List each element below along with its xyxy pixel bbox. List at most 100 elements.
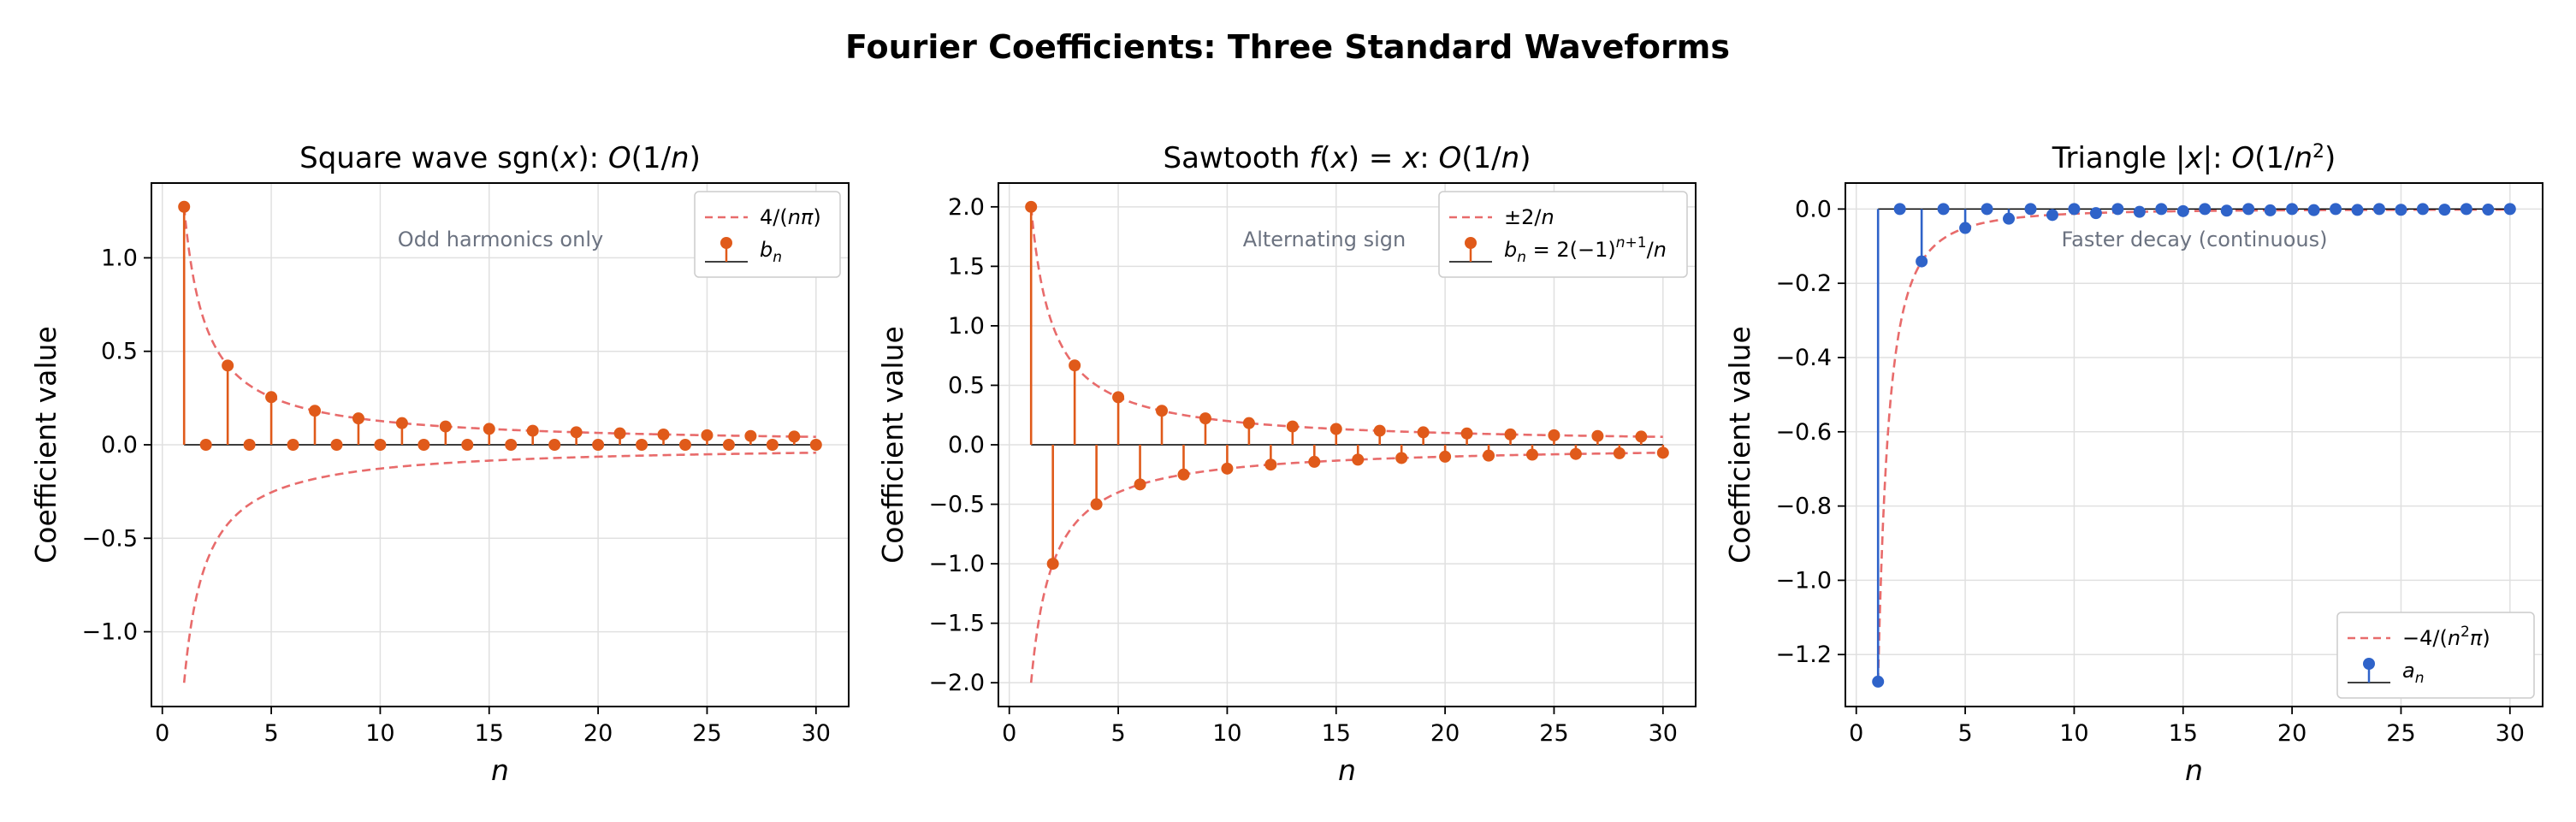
x-tick-label: 15 [1322, 720, 1351, 747]
stem-marker [1156, 405, 1169, 417]
y-tick-label: 0.0 [101, 432, 138, 458]
stem-marker [2482, 204, 2495, 216]
x-tick-label: 5 [1957, 720, 1972, 747]
stem-marker [2046, 209, 2058, 222]
x-tick-label: 15 [475, 720, 504, 747]
stem-marker [1395, 452, 1408, 464]
stem-marker [1199, 412, 1211, 425]
y-tick-label: 0.0 [948, 432, 985, 458]
stem-marker [2220, 204, 2233, 217]
stem-marker [2330, 203, 2342, 216]
annotation: Alternating sign [1243, 228, 1406, 251]
stem-marker [1893, 203, 1906, 216]
y-tick-label: 0.5 [101, 339, 138, 365]
x-tick-label: 30 [1649, 720, 1678, 747]
stem-marker [636, 439, 648, 451]
stem-marker [2024, 203, 2037, 216]
stem-marker [2089, 207, 2102, 220]
legend-stem-marker [1465, 237, 1477, 249]
chart-sawtooth: 0 5 10 15 20 25 30 −2.0 −1.5 −1.0 −0.5 0.0 0.5 1.0 1.5… [876, 141, 1697, 787]
y-tick-label: 1.0 [101, 245, 138, 271]
envelope-curve [1876, 208, 2510, 683]
stem-marker [1134, 478, 1146, 491]
stem-marker [330, 439, 343, 451]
stem-marker [1242, 417, 1255, 429]
stem-marker [178, 200, 191, 213]
stem-marker [657, 428, 670, 441]
stem-marker [592, 439, 605, 451]
stem-marker [395, 417, 408, 429]
legend-box [694, 191, 841, 278]
legend-envelope-label: −4/(n2π) [2402, 624, 2490, 650]
legend-stem-label: an [2402, 659, 2425, 687]
stem-marker [2111, 203, 2124, 216]
axes-frame [1845, 182, 2543, 707]
stem-marker [678, 439, 691, 451]
y-tick-label: −0.2 [1775, 270, 1832, 297]
stem-marker [1483, 449, 1495, 462]
stem-marker [1090, 498, 1103, 511]
stem-marker [1352, 453, 1365, 466]
stem-marker [2068, 203, 2081, 216]
stem-marker [788, 430, 801, 443]
stem-marker [766, 439, 779, 451]
chart-square-wave: 0 5 10 15 20 25 30 −1.0 −0.5 0.0 0.5 1.0 Square wav… [29, 141, 850, 787]
envelope-curve [1029, 451, 1663, 683]
stem-marker [744, 429, 757, 442]
stem-marker [222, 359, 234, 372]
stem-marker [2438, 204, 2451, 216]
x-tick-label: 10 [365, 720, 394, 747]
legend-box [1438, 191, 1688, 278]
envelope-curve [182, 451, 816, 683]
stem-marker [461, 439, 474, 451]
x-tick-label: 0 [1849, 720, 1863, 747]
x-tick-label: 20 [1430, 720, 1460, 747]
stem-marker [2351, 204, 2364, 216]
legend: ±2/n bn = 2(−1)n+1/n [1438, 191, 1688, 278]
annotation: Odd harmonics only [398, 228, 603, 251]
stem-marker [2395, 204, 2407, 216]
y-axis-label: Coefficient value [876, 326, 909, 564]
stem-marker [1569, 447, 1582, 460]
envelope-curves [1876, 208, 2510, 683]
stem-marker [1439, 450, 1452, 463]
annotation: Faster decay (continuous) [2062, 228, 2328, 251]
y-tick-label: −1.5 [928, 611, 985, 637]
stem-marker [1177, 468, 1190, 481]
stem-marker [1025, 200, 1038, 213]
x-axis-label: n [491, 754, 509, 787]
stem-marker [265, 391, 278, 404]
x-tick-label: 10 [1212, 720, 1241, 747]
chart-triangle: 0 5 10 15 20 25 30−1.2−1.0−0.8−0.6−0.4−0.20.0 … [1723, 141, 2543, 787]
x-tick-label: 0 [155, 720, 169, 747]
legend: 4/(nπ) bn [694, 191, 841, 278]
stem-marker [1069, 359, 1081, 372]
axes-frame [998, 182, 1697, 707]
stem-marker [1417, 426, 1430, 439]
y-tick-label: −0.8 [1775, 494, 1832, 520]
x-tick-label: 30 [2496, 720, 2525, 747]
stem-marker [243, 439, 256, 451]
stem-marker [809, 439, 822, 451]
figure-title: Fourier Coefficients: Three Standard Wav… [845, 28, 1730, 66]
x-axis-label: n [2185, 754, 2203, 787]
y-tick-label: −1.0 [1775, 567, 1832, 594]
legend-envelope-label: 4/(nπ) [760, 205, 821, 229]
legend-stem-marker [2363, 658, 2375, 670]
stem-marker [439, 420, 452, 433]
y-tick-label: −1.0 [81, 619, 138, 646]
stem-marker [701, 429, 714, 441]
y-tick-label: 1.5 [948, 253, 985, 280]
y-tick-label: −1.0 [928, 551, 985, 577]
stem-marker [1548, 429, 1560, 441]
chart-title: Sawtooth f(x) = x: O(1/n) [1164, 141, 1531, 175]
x-tick-label: 25 [1539, 720, 1568, 747]
stem-marker [1981, 203, 1993, 216]
x-tick-label: 10 [2059, 720, 2088, 747]
x-tick-label: 5 [1110, 720, 1125, 747]
stem-marker [352, 412, 364, 425]
stem-marker [1046, 558, 1059, 571]
axis-ticks: 0 5 10 15 20 25 30 −2.0 −1.5 −1.0 −0.5 0.0 0.5 1.0 1.5… [928, 194, 1678, 747]
stem-marker [1504, 428, 1517, 441]
